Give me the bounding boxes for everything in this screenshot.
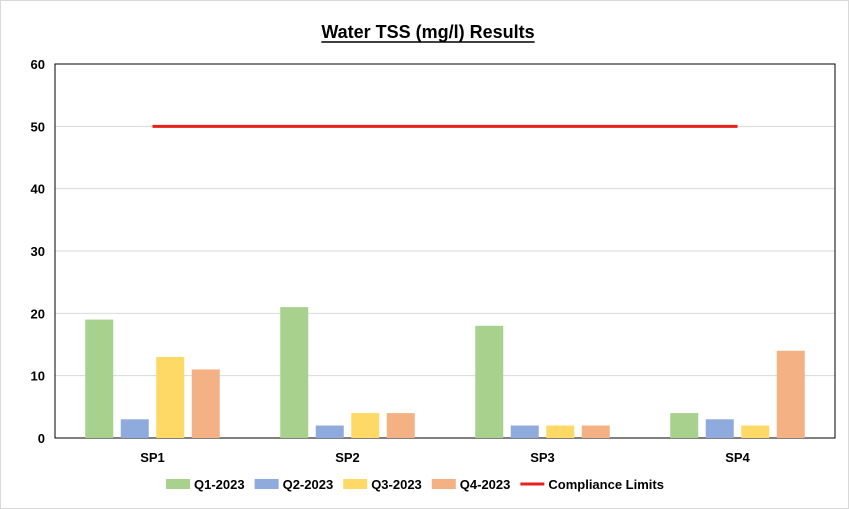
x-tick-label: SP1 bbox=[140, 450, 165, 465]
legend: Q1-2023 Q2-2023 Q3-2023 Q4-2023 Compliance L… bbox=[166, 477, 664, 492]
legend-label: Q4-2023 bbox=[460, 477, 511, 492]
bar-sp3-q3-2023 bbox=[546, 425, 575, 438]
legend-label: Q3-2023 bbox=[371, 477, 422, 492]
bar-sp3-q4-2023 bbox=[581, 425, 610, 438]
x-axis: SP1 SP2 SP3 SP4 bbox=[140, 450, 750, 465]
bar-sp2-q1-2023 bbox=[280, 307, 309, 438]
bar-sp2-q4-2023 bbox=[386, 413, 415, 438]
x-tick-label: SP4 bbox=[725, 450, 750, 465]
bar-sp1-q4-2023 bbox=[191, 369, 220, 438]
y-tick-label: 20 bbox=[31, 306, 45, 321]
y-tick-label: 40 bbox=[31, 182, 45, 197]
bar-sp1-q2-2023 bbox=[120, 419, 149, 438]
legend-label: Q2-2023 bbox=[283, 477, 334, 492]
bar-sp3-q1-2023 bbox=[475, 325, 504, 438]
gridlines bbox=[55, 125, 835, 377]
legend-label: Compliance Limits bbox=[548, 477, 664, 492]
bar-sp4-q2-2023 bbox=[705, 419, 734, 438]
bar-sp2-q2-2023 bbox=[315, 425, 344, 438]
y-tick-label: 60 bbox=[31, 57, 45, 72]
bars bbox=[85, 307, 805, 438]
bar-sp3-q2-2023 bbox=[510, 425, 539, 438]
legend-swatch bbox=[431, 479, 456, 489]
y-axis: 0 10 20 30 40 50 60 bbox=[31, 57, 45, 446]
bar-sp4-q3-2023 bbox=[741, 425, 770, 438]
bar-sp1-q1-2023 bbox=[85, 319, 114, 438]
bar-sp2-q3-2023 bbox=[351, 413, 380, 438]
y-tick-label: 50 bbox=[31, 119, 45, 134]
legend-swatch bbox=[166, 479, 190, 489]
bar-sp4-q1-2023 bbox=[670, 413, 699, 438]
chart-title: Water TSS (mg/l) Results bbox=[321, 22, 534, 42]
x-tick-label: SP2 bbox=[335, 450, 360, 465]
y-tick-label: 0 bbox=[38, 431, 45, 446]
legend-label: Q1-2023 bbox=[194, 477, 245, 492]
y-tick-label: 10 bbox=[31, 369, 45, 384]
bar-sp1-q3-2023 bbox=[156, 356, 185, 438]
legend-swatch bbox=[343, 479, 368, 489]
y-tick-label: 30 bbox=[31, 244, 45, 259]
legend-swatch bbox=[254, 479, 279, 489]
plot-area bbox=[54, 63, 836, 439]
x-tick-label: SP3 bbox=[530, 450, 555, 465]
bar-sp4-q4-2023 bbox=[776, 350, 805, 438]
